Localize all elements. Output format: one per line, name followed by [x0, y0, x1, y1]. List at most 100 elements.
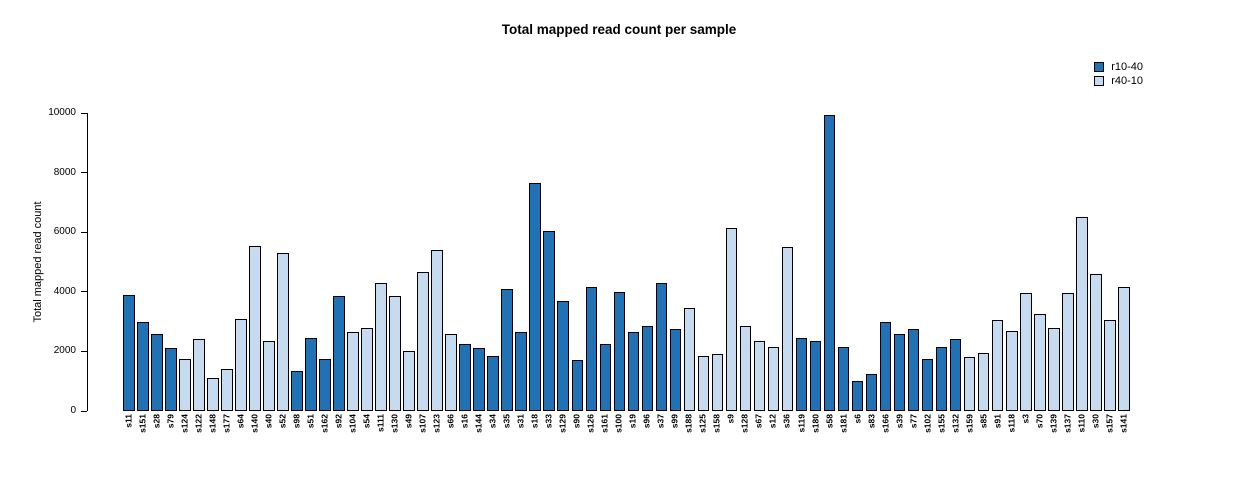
bar-s157 — [1104, 320, 1116, 411]
y-tick-label: 10000 — [48, 107, 76, 118]
bar-s67 — [753, 340, 766, 411]
bar-s148 — [207, 378, 219, 411]
bar-s91 — [991, 320, 1004, 411]
bar-slot-s83: s83 — [865, 113, 878, 428]
bar-slot-s158: s158 — [711, 113, 724, 433]
bar-slot-s98: s98 — [291, 113, 303, 428]
bar-slot-s162: s162 — [319, 113, 331, 433]
bar-s100 — [613, 291, 626, 411]
bar-s181 — [837, 346, 850, 411]
x-tick-label: s67 — [753, 414, 764, 429]
bar-s177 — [221, 369, 233, 411]
bar-s92 — [333, 296, 345, 411]
bar-slot-s12: s12 — [767, 113, 780, 428]
bar-slot-s161: s161 — [599, 113, 612, 433]
bar-slot-s104: s104 — [347, 113, 359, 433]
bar-slot-s6: s6 — [851, 113, 864, 423]
x-tick-label: s124 — [179, 414, 190, 433]
bar-s3 — [1020, 293, 1032, 411]
y-axis — [87, 113, 88, 411]
bar-slot-s39: s39 — [893, 113, 906, 428]
y-tick — [81, 172, 87, 174]
bar-s102 — [921, 358, 934, 411]
x-tick-label: s99 — [669, 414, 680, 429]
bar-s18 — [529, 183, 541, 411]
x-tick-label: s6 — [852, 414, 863, 424]
x-tick-label: s161 — [599, 414, 610, 433]
x-tick-label: s132 — [950, 414, 961, 433]
bar-s19 — [627, 332, 640, 411]
bar-s128 — [739, 326, 752, 411]
x-tick-label: s51 — [305, 414, 316, 429]
bar-s66 — [445, 333, 457, 411]
bar-s58 — [823, 114, 836, 411]
bar-slot-s92: s92 — [333, 113, 345, 428]
x-tick-label: s92 — [333, 414, 344, 429]
bar-slot-s19: s19 — [627, 113, 640, 428]
bar-slot-s28: s28 — [151, 113, 163, 428]
bar-s79 — [165, 348, 177, 411]
bar-slot-s91: s91 — [991, 113, 1004, 428]
bar-s110 — [1076, 217, 1088, 411]
bar-slot-s159: s159 — [963, 113, 976, 433]
x-tick-label: s12 — [767, 414, 778, 429]
x-tick-label: s28 — [151, 414, 162, 429]
bar-s118 — [1005, 330, 1018, 411]
y-tick-label: 4000 — [53, 285, 76, 297]
bar-s158 — [711, 354, 724, 411]
bar-slot-s126: s126 — [585, 113, 598, 433]
legend-swatch-r10-40 — [1094, 62, 1105, 72]
y-tick — [81, 410, 87, 412]
bar-s130 — [389, 296, 401, 411]
bar-slot-s141: s141 — [1118, 113, 1130, 433]
bar-slot-s58: s58 — [823, 113, 836, 428]
bar-slot-s30: s30 — [1090, 113, 1102, 428]
x-tick-label: s66 — [445, 414, 456, 429]
bar-slot-s49: s49 — [403, 113, 415, 428]
x-tick-label: s107 — [417, 414, 428, 433]
bar-s54 — [361, 327, 373, 411]
bar-s99 — [669, 329, 682, 411]
bar-slot-s9: s9 — [725, 113, 738, 423]
bar-slot-s111: s111 — [375, 113, 387, 432]
x-tick-label: s162 — [319, 414, 330, 433]
bar-slot-s11: s11 — [123, 113, 135, 428]
y-tick — [81, 231, 87, 233]
x-tick-label: s157 — [1104, 414, 1115, 433]
bar-slot-s79: s79 — [165, 113, 177, 428]
bar-slot-s140: s140 — [249, 113, 261, 433]
bar-s162 — [319, 358, 331, 411]
bar-s137 — [1062, 293, 1074, 411]
bar-slot-s123: s123 — [431, 113, 443, 433]
y-tick — [81, 350, 87, 352]
bar-slot-s151: s151 — [137, 113, 149, 433]
bar-slot-s70: s70 — [1034, 113, 1046, 428]
x-tick-label: s98 — [291, 414, 302, 429]
x-tick-label: s35 — [501, 414, 512, 429]
x-tick-label: s119 — [796, 414, 806, 433]
x-tick-label: s54 — [361, 414, 372, 429]
legend: r10-40 r40-10 — [1094, 60, 1143, 88]
x-tick-label: s128 — [739, 414, 750, 433]
x-tick-label: s33 — [543, 414, 554, 429]
bar-slot-s18: s18 — [529, 113, 541, 428]
bar-slot-s36: s36 — [781, 113, 794, 428]
bar-slot-s130: s130 — [389, 113, 401, 433]
x-tick-label: s40 — [263, 414, 274, 429]
bar-s124 — [179, 358, 191, 411]
bar-slot-s132: s132 — [949, 113, 962, 433]
x-tick-label: s3 — [1020, 414, 1031, 424]
x-tick-label: s83 — [866, 414, 877, 429]
bar-s28 — [151, 333, 163, 411]
bar-slot-s181: s181 — [837, 113, 850, 433]
bar-s16 — [459, 343, 471, 411]
x-tick-label: s140 — [249, 414, 260, 433]
x-tick-label: s110 — [1076, 414, 1087, 433]
x-tick-label: s34 — [487, 414, 498, 429]
x-tick-label: s129 — [557, 414, 568, 433]
bar-slot-s40: s40 — [263, 113, 275, 428]
bar-s52 — [277, 253, 289, 411]
x-tick-label: s49 — [403, 414, 414, 429]
x-tick-label: s155 — [936, 414, 947, 433]
